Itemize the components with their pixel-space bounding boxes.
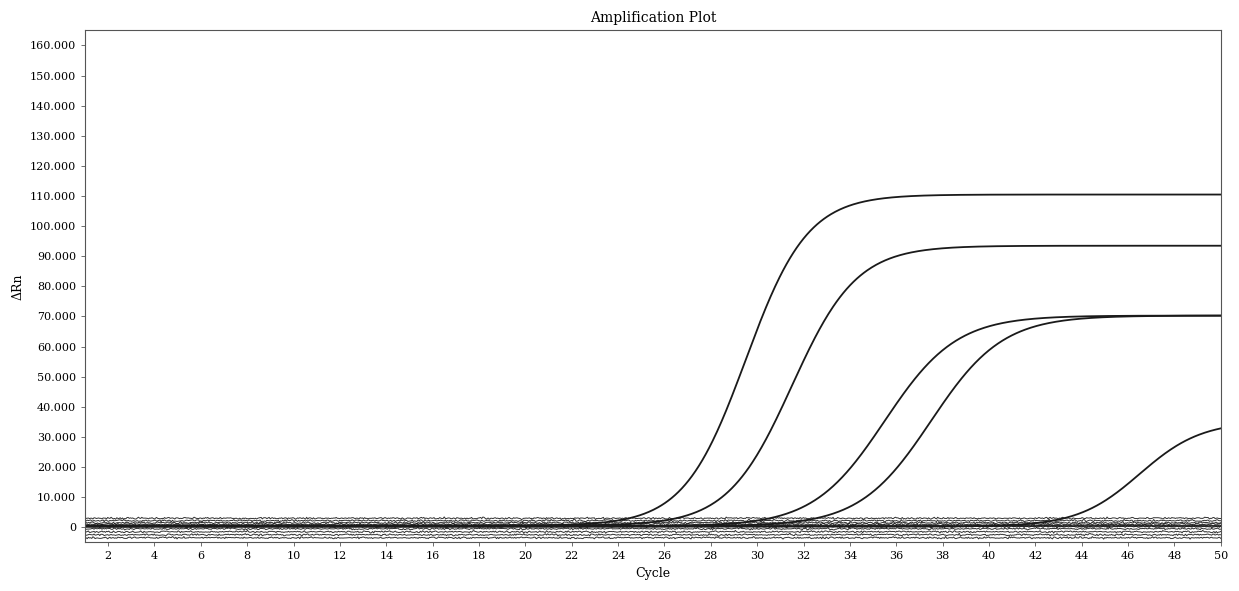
Title: Amplification Plot: Amplification Plot — [590, 11, 716, 25]
X-axis label: Cycle: Cycle — [636, 567, 670, 580]
Y-axis label: ΔRn: ΔRn — [11, 273, 24, 300]
